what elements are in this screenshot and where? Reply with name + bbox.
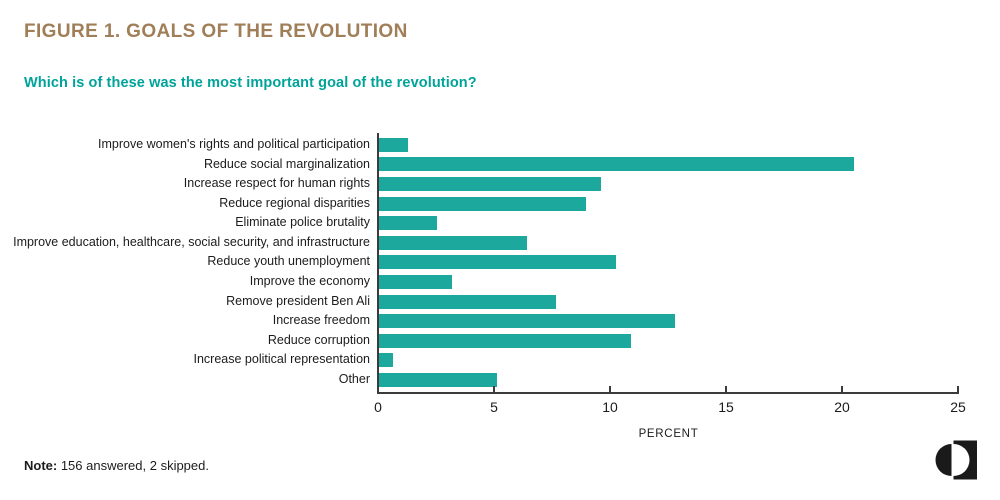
bar-track [378, 294, 958, 309]
bar-track [378, 255, 958, 270]
category-label: Increase respect for human rights [183, 176, 370, 191]
category-label: Improve the economy [249, 274, 370, 289]
bar-track [378, 235, 958, 250]
bar [378, 196, 587, 211]
category-label: Increase political representation [193, 352, 371, 367]
bar-row: Reduce corruption [0, 331, 958, 351]
x-axis-tick-label: 5 [490, 399, 498, 415]
bar-track [378, 157, 958, 172]
bar [378, 157, 854, 172]
x-axis-tick-label: 15 [718, 399, 734, 415]
x-axis-tick [493, 386, 495, 392]
bar-row: Reduce social marginalization [0, 155, 958, 175]
category-label: Improve women's rights and political par… [98, 136, 370, 151]
figure-subtitle: Which is of these was the most important… [24, 75, 477, 91]
bar-row: Increase respect for human rights [0, 174, 958, 194]
bar-row: Eliminate police brutality [0, 213, 958, 233]
bar [378, 333, 631, 348]
bar-row: Increase freedom [0, 311, 958, 331]
x-axis-tick-label: 25 [950, 399, 966, 415]
note-label: Note: [24, 458, 58, 473]
category-label: Increase freedom [272, 313, 370, 328]
x-axis-tick-label: 0 [374, 399, 382, 415]
figure-note: Note: 156 answered, 2 skipped. [24, 458, 209, 473]
bar-track [378, 274, 958, 289]
bar-track [378, 314, 958, 329]
category-label: Eliminate police brutality [235, 215, 370, 230]
x-axis-title: PERCENT [638, 428, 699, 440]
category-label: Reduce social marginalization [203, 156, 370, 171]
bar [378, 353, 393, 368]
note-text: 156 answered, 2 skipped. [57, 458, 209, 473]
bar [378, 372, 498, 387]
bar [378, 137, 408, 152]
carnegie-logomark-icon [935, 440, 977, 480]
bar-track [378, 353, 958, 368]
x-axis-tick [609, 386, 611, 392]
x-axis-tick-label: 10 [602, 399, 618, 415]
bar-row: Reduce regional disparities [0, 194, 958, 214]
bar-row: Reduce youth unemployment [0, 253, 958, 273]
category-label: Reduce corruption [267, 332, 370, 347]
bar-row: Other [0, 370, 958, 390]
bar [378, 235, 527, 250]
x-axis-tick [377, 386, 379, 392]
figure-title: FIGURE 1. GOALS OF THE REVOLUTION [24, 21, 408, 42]
x-axis-tick [725, 386, 727, 392]
bar-track [378, 176, 958, 191]
bar [378, 274, 453, 289]
bar [378, 255, 617, 270]
bar [378, 314, 676, 329]
bar-rows: Improve women's rights and political par… [0, 135, 958, 390]
category-label: Reduce regional disparities [219, 195, 370, 210]
x-axis-tick [841, 386, 843, 392]
bar-track [378, 137, 958, 152]
bar-row: Improve the economy [0, 272, 958, 292]
bar-track [378, 372, 958, 387]
category-label: Other [338, 372, 370, 387]
bar-track [378, 196, 958, 211]
bar-track [378, 216, 958, 231]
category-label: Improve education, healthcare, social se… [13, 234, 370, 249]
bar [378, 294, 557, 309]
x-axis-line [377, 392, 959, 394]
bar [378, 216, 438, 231]
bar [378, 176, 602, 191]
bar-row: Improve education, healthcare, social se… [0, 233, 958, 253]
bar-track [378, 333, 958, 348]
x-axis-tick [957, 386, 959, 392]
x-axis-tick-label: 20 [834, 399, 850, 415]
y-axis-line [377, 133, 379, 393]
bar-row: Increase political representation [0, 351, 958, 371]
category-label: Reduce youth unemployment [207, 254, 370, 269]
category-label: Remove president Ben Ali [226, 293, 370, 308]
bar-row: Improve women's rights and political par… [0, 135, 958, 155]
bar-row: Remove president Ben Ali [0, 292, 958, 312]
